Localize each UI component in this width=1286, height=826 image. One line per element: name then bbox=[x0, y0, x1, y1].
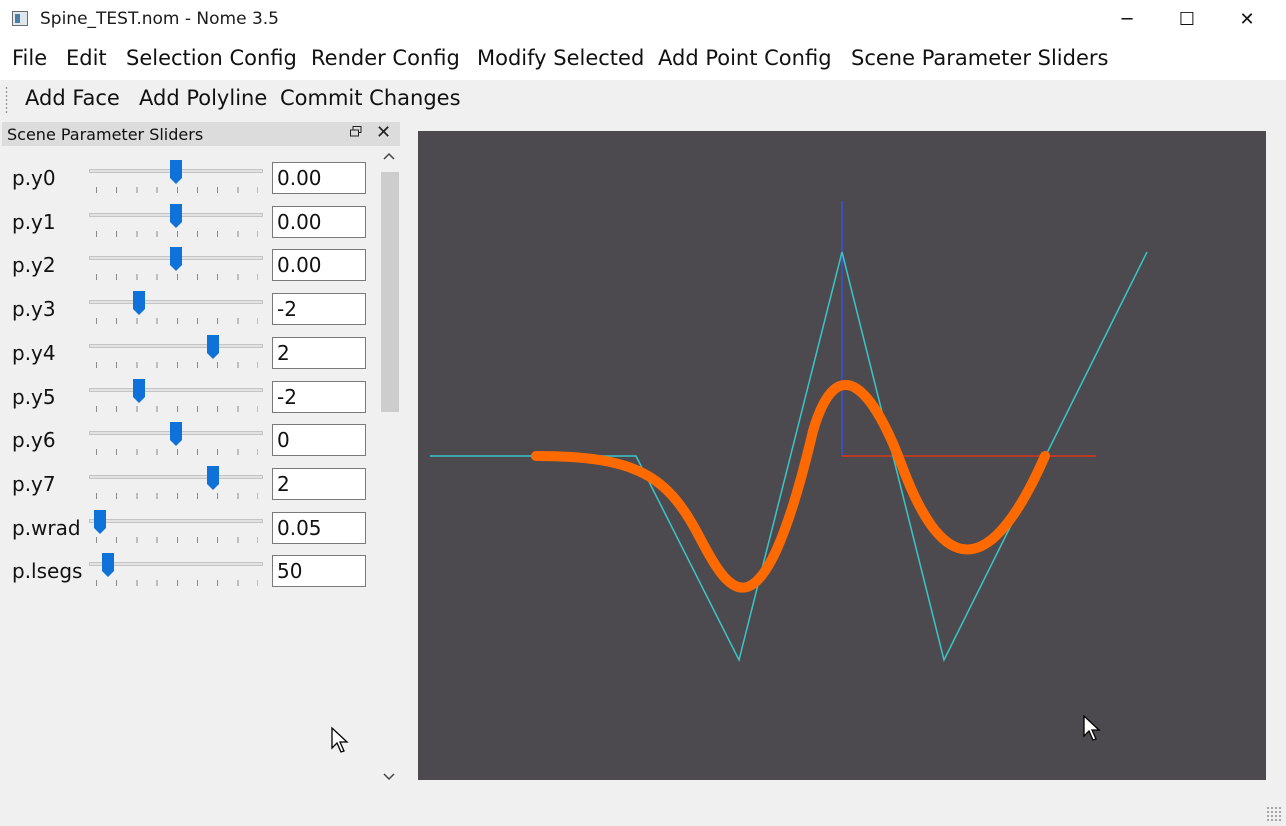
param-value-field[interactable]: 0.00 bbox=[272, 205, 366, 238]
param-label: p.y1 bbox=[12, 209, 56, 234]
param-label: p.y2 bbox=[12, 253, 56, 278]
slider-ticks bbox=[96, 580, 258, 587]
slider-ticks bbox=[96, 230, 258, 237]
menu-render-config[interactable]: Render Config bbox=[311, 46, 460, 70]
title-bar[interactable] bbox=[0, 0, 1286, 40]
menu-selection-config[interactable]: Selection Config bbox=[126, 46, 297, 70]
menu-file[interactable]: File bbox=[12, 46, 48, 70]
minimize-button[interactable]: ─ bbox=[1098, 0, 1156, 38]
param-slider[interactable] bbox=[89, 387, 263, 392]
param-value-field[interactable]: 0.05 bbox=[272, 511, 366, 544]
add-polyline-button[interactable]: Add Polyline bbox=[139, 86, 268, 110]
slider-handle[interactable] bbox=[169, 203, 183, 229]
param-value-field[interactable]: 2 bbox=[272, 467, 366, 500]
scene-canvas[interactable] bbox=[418, 131, 1266, 780]
param-value-field[interactable]: 0.00 bbox=[272, 249, 366, 282]
param-value-field[interactable]: 0 bbox=[272, 424, 366, 457]
toolbar-grip[interactable] bbox=[5, 86, 8, 114]
mouse-cursor-icon bbox=[331, 727, 349, 753]
param-label: p.lsegs bbox=[12, 559, 83, 584]
maximize-icon: ☐ bbox=[1178, 8, 1196, 30]
mouse-cursor-icon bbox=[1083, 715, 1101, 741]
param-value-field[interactable]: -2 bbox=[272, 293, 366, 326]
scroll-thumb[interactable] bbox=[381, 172, 399, 412]
slider-handle[interactable] bbox=[132, 290, 146, 316]
menu-scene-parameter-sliders[interactable]: Scene Parameter Sliders bbox=[851, 46, 1109, 70]
app-icon bbox=[12, 11, 28, 26]
menu-add-point-config[interactable]: Add Point Config bbox=[658, 46, 832, 70]
param-value-field[interactable]: 2 bbox=[272, 336, 366, 369]
slider-ticks bbox=[96, 187, 258, 193]
window-title: Spine_TEST.nom - Nome 3.5 bbox=[40, 9, 279, 29]
param-slider[interactable] bbox=[89, 300, 263, 305]
slider-handle[interactable] bbox=[169, 159, 183, 185]
slider-handle[interactable] bbox=[101, 552, 115, 578]
slider-handle[interactable] bbox=[169, 421, 183, 447]
status-bar bbox=[0, 790, 1286, 826]
slider-ticks bbox=[96, 274, 258, 281]
param-label: p.y6 bbox=[12, 428, 56, 453]
param-label: p.y5 bbox=[12, 384, 56, 409]
slider-handle[interactable] bbox=[93, 509, 107, 535]
slider-handle[interactable] bbox=[169, 246, 183, 272]
slider-ticks bbox=[96, 361, 258, 368]
param-label: p.y4 bbox=[12, 340, 56, 365]
dock-float-icon[interactable] bbox=[350, 126, 362, 137]
param-slider[interactable] bbox=[89, 474, 263, 479]
menu-edit[interactable]: Edit bbox=[66, 46, 107, 70]
close-icon: ✕ bbox=[1239, 8, 1255, 30]
add-face-button[interactable]: Add Face bbox=[25, 86, 120, 110]
close-button[interactable]: ✕ bbox=[1218, 0, 1276, 38]
slider-ticks bbox=[96, 492, 258, 499]
param-slider[interactable] bbox=[89, 562, 263, 567]
slider-handle[interactable] bbox=[206, 465, 220, 491]
param-label: p.y7 bbox=[12, 471, 56, 496]
slider-handle[interactable] bbox=[132, 378, 146, 404]
param-label: p.y3 bbox=[12, 297, 56, 322]
param-value-field[interactable]: 0.00 bbox=[272, 162, 366, 194]
param-slider[interactable] bbox=[89, 518, 263, 523]
slider-handle[interactable] bbox=[206, 334, 220, 360]
maximize-button[interactable]: ☐ bbox=[1158, 0, 1216, 38]
slider-ticks bbox=[96, 318, 258, 325]
param-label: p.wrad bbox=[12, 515, 81, 540]
commit-changes-button[interactable]: Commit Changes bbox=[280, 86, 461, 110]
resize-grip[interactable] bbox=[1266, 806, 1282, 822]
param-label: p.y0 bbox=[12, 166, 56, 190]
scroll-down-icon[interactable] bbox=[383, 771, 395, 786]
param-slider[interactable] bbox=[89, 343, 263, 348]
param-value-field[interactable]: 50 bbox=[272, 555, 366, 588]
slider-ticks bbox=[96, 405, 258, 412]
menu-modify-selected[interactable]: Modify Selected bbox=[477, 46, 645, 70]
slider-ticks bbox=[96, 449, 258, 456]
dock-close-icon[interactable]: ✕ bbox=[376, 122, 392, 143]
menu-bar bbox=[0, 40, 1286, 80]
spline-curve bbox=[531, 379, 1050, 593]
minimize-icon: ─ bbox=[1121, 8, 1133, 30]
render-viewport[interactable] bbox=[418, 131, 1266, 780]
dock-title: Scene Parameter Sliders bbox=[7, 125, 204, 144]
dock-title-bar[interactable] bbox=[2, 122, 400, 146]
scroll-up-icon[interactable] bbox=[383, 150, 395, 165]
slider-ticks bbox=[96, 536, 258, 543]
param-value-field[interactable]: -2 bbox=[272, 380, 366, 413]
toolbar bbox=[0, 80, 1286, 120]
